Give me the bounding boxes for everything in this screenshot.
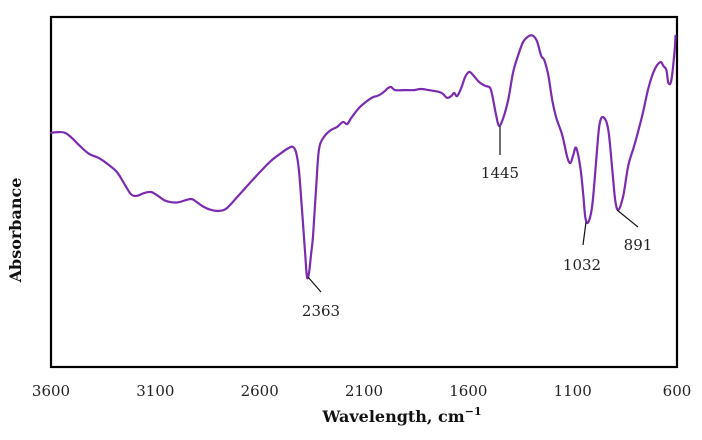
peak-annotation-label: 891 [624, 236, 653, 254]
peak-annotation-label: 1445 [481, 164, 519, 182]
y-axis-title: Absorbance [6, 178, 25, 284]
annotation-leader-line [616, 209, 639, 228]
x-tick-label: 2600 [241, 382, 279, 400]
peak-annotation-label: 2363 [302, 302, 340, 320]
x-tick-label: 1600 [449, 382, 487, 400]
x-axis-title: Wavelength, cm−1 [321, 405, 481, 426]
x-tick-label: 600 [663, 382, 692, 400]
x-axis-ticks: 3600 3100 2600 2100 1600 1100 600 [32, 382, 691, 400]
x-tick-label: 3600 [32, 382, 70, 400]
x-tick-label: 3100 [136, 382, 174, 400]
annotation-leader-line [307, 276, 322, 293]
peak-annotation-label: 1032 [563, 256, 601, 274]
annotations: 2363 1445 1032 891 [302, 126, 652, 320]
spectrum-line [49, 34, 677, 280]
x-axis-title-main: Wavelength, cm [321, 407, 464, 426]
x-axis-title-superscript: −1 [465, 405, 482, 418]
plot-frame [49, 15, 679, 369]
annotation-leader-line [582, 221, 587, 246]
x-tick-label: 2100 [345, 382, 383, 400]
x-tick-label: 1100 [554, 382, 592, 400]
